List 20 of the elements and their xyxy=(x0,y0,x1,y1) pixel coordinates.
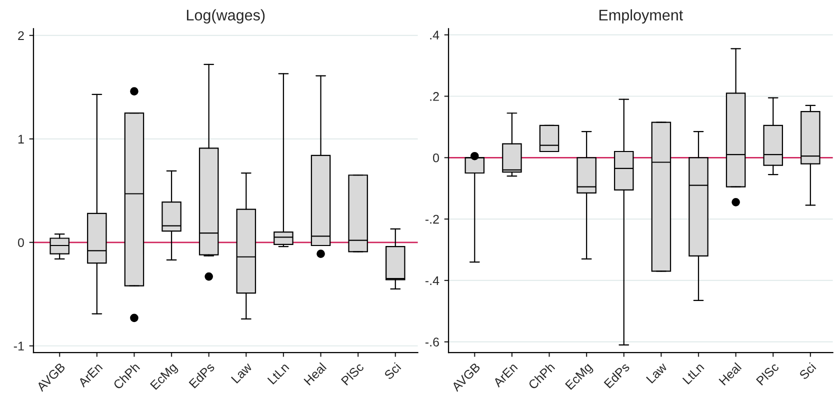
x-tick-label: Sci xyxy=(384,362,402,380)
y-tick-label: -1 xyxy=(14,342,24,350)
y-tick-label: -.4 xyxy=(425,276,440,285)
y-tick-label: 2 xyxy=(18,31,24,40)
y-tick-label: .2 xyxy=(430,92,439,101)
y-tick-label: 0 xyxy=(433,153,440,162)
x-tick-label: LtLn xyxy=(267,362,290,385)
x-tick-label: Sci xyxy=(798,362,816,380)
x-tick-label: PlSc xyxy=(340,362,364,386)
chart-title: Employment xyxy=(599,9,684,24)
chart-title: Log(wages) xyxy=(186,9,265,24)
y-tick-label: 1 xyxy=(18,134,24,144)
y-tick-label: -.6 xyxy=(425,338,439,347)
x-tick-label: Law xyxy=(230,362,253,384)
y-tick-label: -.2 xyxy=(425,214,439,224)
x-tick-label: Law xyxy=(646,362,668,384)
x-tick-label: PlSc xyxy=(756,362,780,386)
y-tick-label: 0 xyxy=(18,238,24,248)
x-tick-label: LtLn xyxy=(682,362,704,385)
y-tick-label: .4 xyxy=(430,30,440,40)
